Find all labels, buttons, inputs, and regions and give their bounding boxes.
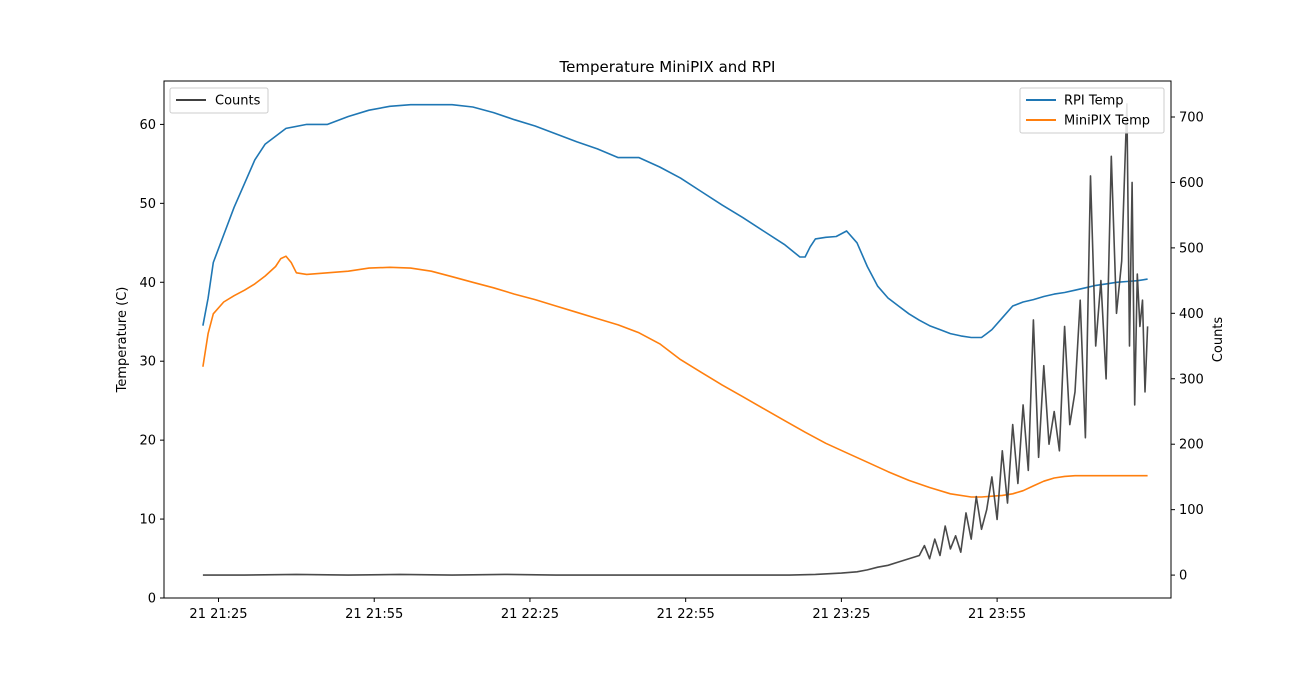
y-tick-label: 10: [139, 513, 156, 528]
legend-counts: Counts: [169, 87, 269, 114]
y2-tick-label: 300: [1179, 372, 1204, 387]
legend-minipix-label: MiniPIX Temp: [1064, 114, 1150, 129]
axes-layer: 21 21:25 21 21:55 21 22:25 21 22:55 21 23:25…: [139, 110, 1203, 622]
x-tick-label: 21 21:55: [345, 607, 403, 622]
y-tick-label: 20: [139, 434, 156, 449]
y-axis-label: Temperature (C): [115, 287, 130, 394]
legend-rpi-label: RPI Temp: [1064, 94, 1123, 109]
y-tick-label: 40: [139, 276, 156, 291]
series-line-counts: [202, 103, 1149, 576]
y2-tick-label: 500: [1179, 241, 1204, 256]
y-tick-label: 60: [139, 118, 156, 133]
x-tick-label: 21 21:25: [189, 607, 247, 622]
y2-tick-label: 100: [1179, 503, 1204, 518]
y2-axis-label: Counts: [1211, 317, 1226, 363]
y2-tick-label: 0: [1179, 569, 1187, 584]
legend-counts-label: Counts: [215, 94, 261, 109]
y2-tick-label: 400: [1179, 307, 1204, 322]
legend-left-box: [169, 87, 269, 114]
x-tick-label: 21 22:25: [501, 607, 559, 622]
chart-title: Temperature MiniPIX and RPI: [559, 58, 776, 76]
y2-tick-label: 200: [1179, 438, 1204, 453]
series-line-rpi-temp: [202, 103, 1148, 339]
series-line-minipix-temp: [202, 255, 1148, 498]
plot-frame: [163, 80, 1172, 599]
lines-layer: [202, 103, 1149, 576]
y-tick-label: 0: [148, 592, 156, 607]
x-tick-label: 21 22:55: [657, 607, 715, 622]
y-tick-label: 30: [139, 355, 156, 370]
y2-tick-label: 700: [1179, 110, 1204, 125]
x-tick-label: 21 23:55: [968, 607, 1026, 622]
legend-temperatures: RPI Temp MiniPIX Temp: [1019, 87, 1165, 134]
y-tick-label: 50: [139, 197, 156, 212]
y2-tick-label: 600: [1179, 176, 1204, 191]
x-tick-label: 21 23:25: [812, 607, 870, 622]
